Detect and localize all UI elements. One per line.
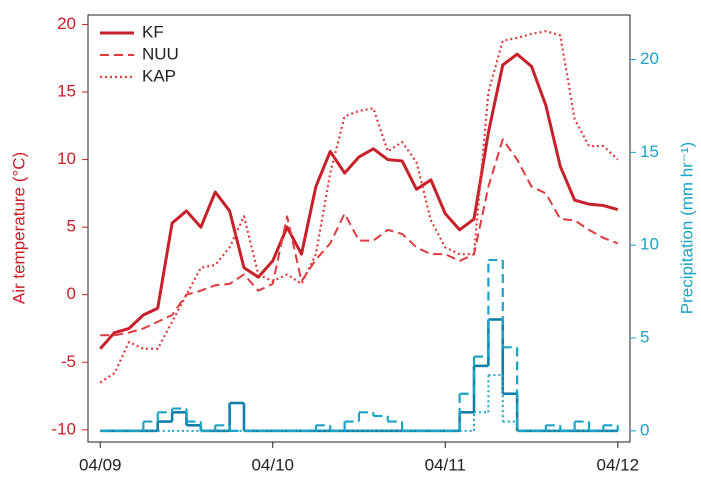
plot-frame — [87, 14, 631, 443]
legend-label: KAP — [142, 66, 176, 85]
x-tick-label: 04/10 — [251, 455, 294, 474]
x-tick-label: 04/12 — [597, 455, 640, 474]
y2-axis-label: Precipitation (mm hr⁻¹) — [677, 142, 696, 314]
temperature-line — [99, 30, 619, 384]
x-tick-label: 04/09 — [79, 455, 122, 474]
y-tick-label: 15 — [57, 82, 76, 101]
y2-tick-label: 15 — [640, 142, 659, 161]
temperature-line — [99, 52, 619, 350]
y-tick-label: 5 — [67, 217, 76, 236]
y2-tick-label: 5 — [640, 328, 649, 347]
y-axis-label: Air temperature (°C) — [9, 152, 28, 304]
legend-label: NUU — [142, 44, 179, 63]
temperature-line — [100, 138, 619, 337]
y2-tick-label: 0 — [640, 420, 649, 439]
legend-label: KF — [142, 22, 164, 41]
x-tick-label: 04/11 — [425, 455, 466, 474]
y-tick-label: 0 — [67, 284, 76, 303]
y-tick-label: -5 — [61, 352, 76, 371]
y2-tick-label: 10 — [640, 235, 659, 254]
y2-tick-label: 20 — [640, 49, 659, 68]
y-tick-label: 20 — [57, 14, 76, 33]
y-tick-label: -10 — [51, 419, 76, 438]
y-tick-label: 10 — [57, 149, 76, 168]
